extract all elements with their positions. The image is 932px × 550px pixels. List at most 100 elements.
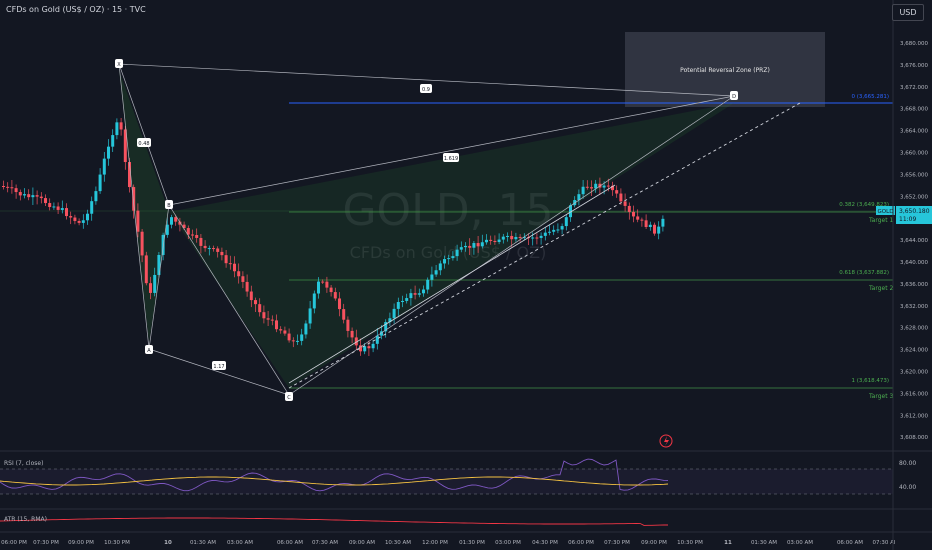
candle-body	[392, 308, 396, 319]
candle-body	[287, 333, 291, 341]
price-tick-label: 3,624.000	[900, 348, 928, 354]
candle-body	[363, 346, 367, 352]
candle-body	[388, 318, 392, 323]
candle-body	[254, 300, 257, 305]
time-tick-label: 10	[164, 540, 172, 546]
candle-body	[325, 281, 329, 288]
trend-dashed-line[interactable]	[288, 102, 801, 389]
price-tick-label: 3,660.000	[900, 151, 928, 157]
candle-body	[493, 240, 497, 243]
point-b-label[interactable]: B	[165, 200, 173, 209]
candle-body	[447, 258, 451, 260]
candle-body	[94, 191, 98, 202]
candle-body	[443, 259, 446, 264]
ratio-xb-label[interactable]: 0.48	[137, 138, 151, 147]
candle-body	[119, 122, 123, 130]
candle-body	[468, 245, 472, 248]
price-tick-label: 3,680.000	[900, 41, 928, 47]
prz-box[interactable]	[625, 32, 825, 107]
rsi-signal-line[interactable]	[0, 476, 669, 486]
candle-body	[548, 231, 551, 233]
price-tick-label: 3,652.000	[900, 194, 928, 200]
fib-label-1: 1 (3,618.473)	[851, 378, 889, 384]
lightning-icon[interactable]	[659, 434, 673, 448]
current-symbol: GOLD	[878, 209, 894, 215]
time-tick-label: 06:00 PM	[568, 540, 594, 546]
point-d-label[interactable]: D	[730, 91, 738, 100]
candle-body	[23, 194, 26, 196]
ratio-ac-label[interactable]: 1.17	[212, 361, 226, 370]
price-axis[interactable]: 3,680.000 3,676.000 3,672.000 3,668.000 3,66…	[900, 41, 928, 441]
candle-body	[224, 255, 228, 264]
candle-body	[165, 224, 169, 235]
ratio-xd-label[interactable]: 0.9	[420, 84, 432, 93]
atr-label[interactable]: ATR (15, RMA)	[4, 516, 47, 523]
candle-body	[422, 289, 425, 294]
candle-body	[199, 237, 203, 246]
candle-body	[149, 283, 152, 293]
target-2-label: Target 2	[868, 285, 893, 292]
candle-body	[640, 219, 644, 221]
candle-body	[606, 185, 610, 187]
svg-text:B: B	[167, 203, 171, 209]
time-tick-label: 01:30 PM	[459, 540, 485, 546]
candle-body	[283, 330, 287, 334]
ratio-bd-label[interactable]: 1.619	[443, 153, 459, 162]
candle-body	[44, 198, 47, 204]
point-a-label[interactable]: A	[145, 345, 153, 354]
watermark-symbol: GOLD, 15	[342, 185, 553, 236]
candle-body	[636, 216, 640, 220]
time-tick-label: 01:30 AM	[190, 540, 216, 546]
currency-button[interactable]: USD	[892, 4, 924, 21]
symbol-title[interactable]: CFDs on Gold (US$ / OZ) · 15 · TVC	[6, 5, 146, 14]
candle-body	[455, 249, 459, 257]
pattern-legs[interactable]	[118, 63, 735, 396]
candle-body	[170, 217, 173, 225]
time-axis[interactable]: 06:00 PM 07:30 PM 09:00 PM 10:30 PM 10 01:30 …	[1, 540, 896, 546]
candle-body	[413, 293, 417, 295]
time-tick-label: 03:00 PM	[495, 540, 521, 546]
candle-body	[128, 162, 131, 188]
price-tick-label: 3,616.000	[900, 391, 928, 397]
candle-body	[489, 239, 493, 241]
svg-text:0.48: 0.48	[138, 141, 149, 147]
candle-body	[266, 318, 270, 320]
rsi-label[interactable]: RSI (7, close)	[4, 460, 43, 467]
candle-body	[438, 263, 442, 271]
svg-text:D: D	[732, 94, 736, 100]
candle-body	[535, 237, 539, 239]
trend-solid-line[interactable]	[288, 184, 616, 384]
candle-body	[48, 203, 52, 208]
price-tick-label: 3,640.000	[900, 260, 928, 266]
time-tick-label: 01:30 AM	[751, 540, 777, 546]
candle-body	[485, 239, 488, 243]
fib-label-0618: 0.618 (3,637.882)	[839, 270, 889, 276]
atr-line[interactable]	[0, 517, 668, 526]
candle-body	[132, 187, 136, 211]
candle-body	[249, 291, 253, 301]
candle-body	[329, 287, 333, 293]
candle-body	[556, 229, 560, 231]
price-tick-label: 3,636.000	[900, 282, 928, 288]
candle-body	[333, 292, 337, 299]
point-c-label[interactable]: C	[285, 392, 293, 401]
candle-body	[518, 236, 522, 238]
time-tick-label: 09:00 AM	[349, 540, 375, 546]
candle-body	[258, 304, 262, 313]
rsi-line[interactable]	[0, 458, 669, 492]
point-x-label[interactable]: X	[115, 59, 123, 68]
candlestick-series[interactable]	[2, 117, 665, 357]
candle-body	[31, 195, 35, 198]
candle-body	[342, 309, 346, 320]
candle-body	[598, 183, 602, 188]
time-tick-label: 06:00 AM	[277, 540, 303, 546]
time-tick-label: 07:30 PM	[604, 540, 630, 546]
candle-body	[115, 122, 119, 136]
candle-body	[195, 235, 199, 238]
candle-body	[65, 208, 68, 217]
time-tick-label: 07:30 AM	[312, 540, 338, 546]
candle-body	[321, 281, 325, 283]
candle-body	[510, 235, 514, 240]
current-price-tag[interactable]: GOLD 3,650.180 11:09	[876, 206, 932, 224]
